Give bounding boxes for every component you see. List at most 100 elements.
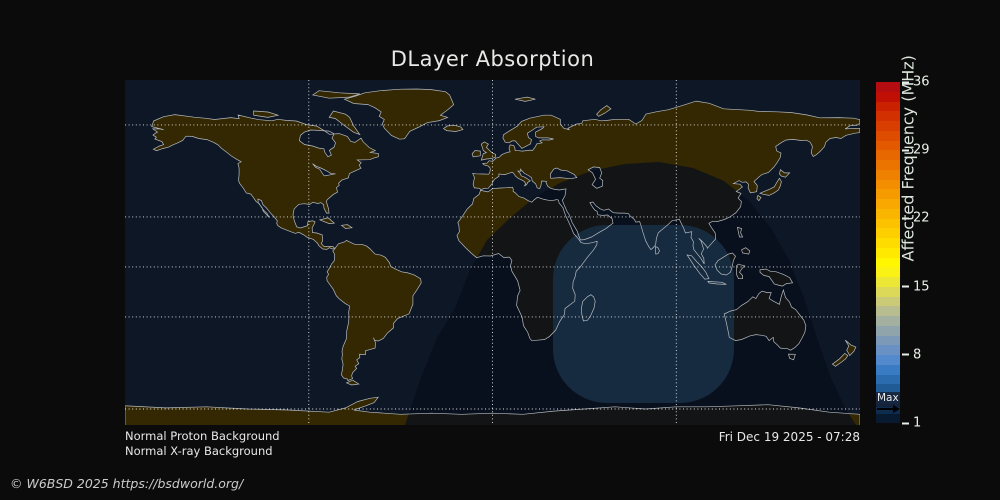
colorbar-band [876,267,900,277]
coastline-island-16 [759,268,794,287]
colorbar-band [876,208,900,219]
coastline-island-2 [311,90,360,99]
colorbar-tick: 22 [902,211,930,226]
coastline-antarctica [125,396,860,425]
coastline-island-15 [736,263,746,280]
max-arrow-icon [877,404,900,413]
coastline-island-11 [655,246,660,255]
colorbar-band [876,286,900,297]
water-patch-0 [299,130,336,157]
landmass-island-0 [329,111,360,135]
coastline-australia [723,288,807,351]
coastline-island-3 [596,105,612,117]
water-outline-2 [549,167,578,180]
colorbar-gradient [876,82,900,424]
coastline-island-25 [345,379,360,386]
water-outline-1 [312,163,336,177]
copyright: © W6BSD 2025 https://bsdworld.org/ [10,476,244,491]
tick-label: 29 [913,142,930,158]
coastline-island-5 [442,124,464,132]
colorbar-band [876,130,900,141]
tick-label: 1 [913,415,922,431]
coastline-island-18 [741,247,751,255]
colorbar-band [876,257,900,268]
coastline-island-8 [318,217,336,224]
colorbar-band [876,345,900,355]
landmass-island-6 [481,141,496,161]
colorbar-band [876,228,900,238]
water-patch-2 [550,168,577,179]
tick-label: 22 [913,210,930,226]
landmass-island-3 [596,105,611,117]
colorbar-band [876,306,900,316]
landmass-island-25 [346,380,359,385]
xray-status: Normal X-ray Background [125,443,273,458]
landmass-island-5 [443,125,463,132]
colorbar-band [876,218,900,229]
landmass-island-24 [832,353,848,367]
colorbar-band [876,355,900,365]
landmass-greenland [344,89,454,140]
colorbar-band [876,277,900,287]
colorbar-max-marker: Max [876,392,900,408]
absorption-max-region [553,225,734,403]
colorbar-tick: 8 [902,347,921,362]
colorbar-band [876,413,900,424]
world-map-svg [125,80,860,425]
colorbar-band [876,179,900,190]
tick-dash [902,81,909,83]
coastline-island-14 [714,252,736,276]
colorbar-tick: 15 [902,279,930,294]
colorbar-max-label: Max [877,392,899,405]
landmass-south_america [326,240,422,381]
proton-status: Normal Proton Background [125,429,280,443]
coastline-island-6 [480,141,496,161]
colorbar-band [876,160,900,170]
tick-dash [902,422,909,424]
landmass-island-7 [472,150,481,157]
coastline-island-4 [514,96,536,102]
tick-label: 36 [913,74,930,90]
coastline-island-20 [779,169,791,178]
tick-label: 15 [913,279,930,295]
timestamp: Fri Dec 19 2025 - 07:28 [718,430,860,444]
colorbar-band [876,111,900,121]
colorbar-band [876,140,900,151]
colorbar-band [876,296,900,307]
colorbar-band [876,364,900,375]
colorbar-band [876,374,900,385]
coastline-island-0 [328,110,361,136]
colorbar-band [876,121,900,131]
colorbar-band [876,316,900,326]
coastline-island-17 [737,226,744,238]
colorbar-band [876,384,900,394]
coastline-africa [456,186,598,342]
coastline-greenland [343,88,455,140]
coastline-south_america [326,239,422,382]
tick-dash [902,149,909,152]
colorbar-band [876,325,900,336]
coastline-north_america [151,114,379,250]
tick-dash [902,353,909,356]
colorbar-band [876,150,900,160]
coastline-island-7 [471,150,481,158]
status-lines: Normal Proton Background Normal X-ray Ba… [125,429,280,458]
coastline-island-12 [686,254,710,280]
coastline-island-24 [831,352,849,367]
coastline-island-10 [580,294,596,322]
coastline-eurasia [472,100,860,265]
coastline-island-13 [707,281,727,285]
colorbar-tick: 1 [902,416,921,431]
colorbar-ticks: 36 29 22 15 8 1 [902,75,942,431]
colorbar-tick: 36 [902,75,930,90]
page-title: DLayer Absorption [390,47,595,71]
water-outline-3 [587,166,604,189]
colorbar: Max 36 29 22 15 8 1 [876,75,930,431]
colorbar-band [876,238,900,248]
coastline-island-22 [788,353,796,361]
landmass-island-9 [341,224,352,229]
colorbar-band [876,82,900,92]
landmass-island-2 [312,90,360,99]
colorbar-band [876,101,900,112]
